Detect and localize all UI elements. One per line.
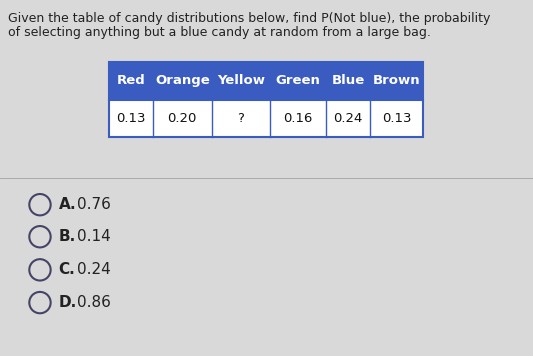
Text: 0.16: 0.16 <box>284 112 313 125</box>
Text: of selecting anything but a blue candy at random from a large bag.: of selecting anything but a blue candy a… <box>8 26 431 39</box>
Text: B.: B. <box>59 229 76 244</box>
Bar <box>109 100 423 137</box>
Text: 0.24: 0.24 <box>333 112 363 125</box>
Text: C.: C. <box>59 262 75 277</box>
Text: 0.86: 0.86 <box>77 295 110 310</box>
Text: 0.76: 0.76 <box>77 197 110 212</box>
Bar <box>109 62 423 100</box>
Text: 0.13: 0.13 <box>116 112 146 125</box>
Text: Green: Green <box>276 74 321 88</box>
Text: 0.13: 0.13 <box>382 112 411 125</box>
Text: Red: Red <box>117 74 146 88</box>
Text: A.: A. <box>59 197 76 212</box>
Text: 0.14: 0.14 <box>77 229 110 244</box>
Text: Brown: Brown <box>373 74 421 88</box>
Text: Orange: Orange <box>155 74 209 88</box>
Text: 0.24: 0.24 <box>77 262 110 277</box>
Text: ?: ? <box>238 112 244 125</box>
Text: Yellow: Yellow <box>217 74 265 88</box>
Text: Given the table of candy distributions below, find P(Not blue), the probability: Given the table of candy distributions b… <box>8 12 490 25</box>
Text: Blue: Blue <box>332 74 365 88</box>
Text: D.: D. <box>59 295 77 310</box>
Text: 0.20: 0.20 <box>167 112 197 125</box>
